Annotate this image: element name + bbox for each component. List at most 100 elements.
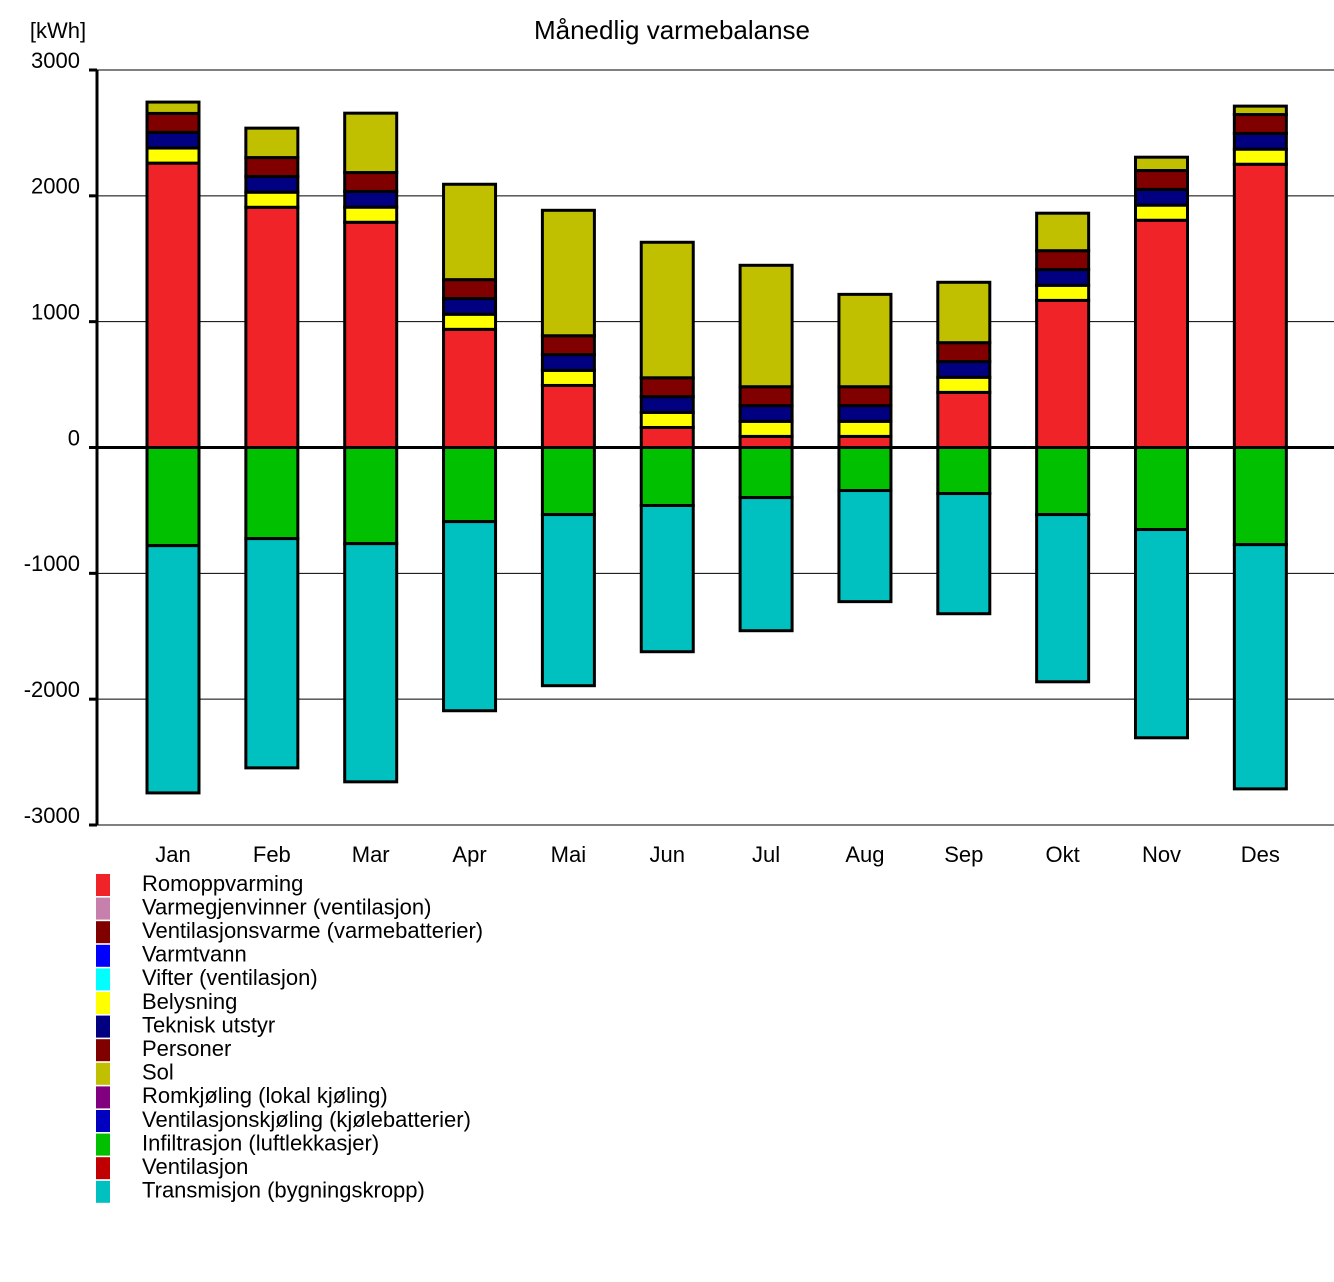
x-tick-label: Aug bbox=[845, 842, 884, 867]
bar-segment bbox=[442, 312, 498, 331]
legend-label: Romkjøling (lokal kjøling) bbox=[142, 1083, 388, 1108]
legend-label: Romoppvarming bbox=[142, 871, 303, 896]
bar-segment bbox=[936, 341, 992, 364]
x-tick-label: Nov bbox=[1142, 842, 1181, 867]
x-tick-label: Mai bbox=[551, 842, 586, 867]
legend-label: Teknisk utstyr bbox=[142, 1012, 275, 1037]
legend-label: Ventilasjon bbox=[142, 1154, 248, 1179]
bar-segment bbox=[837, 446, 893, 493]
legend-swatch bbox=[96, 921, 110, 944]
bar-segment bbox=[639, 240, 695, 380]
bar-segment bbox=[738, 496, 794, 633]
bar-segment bbox=[1134, 218, 1189, 449]
x-tick-label: Jul bbox=[752, 842, 780, 867]
y-tick-label: -2000 bbox=[24, 677, 80, 702]
bar-segment bbox=[540, 334, 596, 357]
bar-segment bbox=[837, 489, 893, 604]
bar-segment bbox=[936, 446, 992, 496]
bar-segment bbox=[1232, 147, 1288, 166]
bar-segment bbox=[738, 419, 794, 438]
bar-segment bbox=[837, 419, 893, 438]
bar-segment bbox=[343, 171, 399, 193]
bar-segment bbox=[442, 182, 498, 282]
bar-segment bbox=[1134, 528, 1189, 740]
legend-label: Varmegjenvinner (ventilasjon) bbox=[142, 894, 431, 919]
bar-segment bbox=[442, 520, 498, 713]
legend-label: Sol bbox=[142, 1060, 174, 1085]
bar-segment bbox=[244, 205, 300, 449]
legend-swatch bbox=[96, 1086, 110, 1109]
bar-segment bbox=[244, 537, 300, 770]
bar-segment bbox=[145, 130, 201, 150]
bar-segment bbox=[936, 360, 992, 379]
bar-segment bbox=[738, 434, 794, 449]
x-tick-label: Des bbox=[1241, 842, 1280, 867]
bar-segment bbox=[1035, 283, 1091, 302]
legend-label: Belysning bbox=[142, 989, 237, 1014]
bar-segment bbox=[936, 390, 992, 450]
y-tick-label: 0 bbox=[68, 425, 80, 450]
x-tick-label: Okt bbox=[1046, 842, 1080, 867]
bar-segment bbox=[1035, 513, 1091, 684]
legend-swatch bbox=[96, 1133, 110, 1156]
bar-segment bbox=[540, 353, 596, 372]
bar-segment bbox=[244, 446, 300, 541]
bar-segment bbox=[1035, 298, 1091, 450]
bar-segment bbox=[343, 205, 399, 224]
bar-segment bbox=[837, 292, 893, 389]
bar-segment bbox=[639, 376, 695, 399]
y-tick-label: 3000 bbox=[31, 48, 80, 73]
bar-segment bbox=[837, 404, 893, 423]
bar-segment bbox=[738, 446, 794, 500]
bar-segment bbox=[1134, 446, 1189, 532]
bar-segment bbox=[1232, 104, 1288, 117]
bar-segment bbox=[145, 100, 201, 115]
legend-label: Varmtvann bbox=[142, 942, 247, 967]
legend-label: Ventilasjonsvarme (varmebatterier) bbox=[142, 918, 483, 943]
bar-segment bbox=[244, 156, 300, 178]
bar-segment bbox=[442, 327, 498, 449]
bar-segment bbox=[244, 126, 300, 160]
bar-segment bbox=[442, 297, 498, 316]
bar-segment bbox=[145, 111, 201, 134]
legend-label: Infiltrasjon (luftlekkasjer) bbox=[142, 1130, 379, 1155]
chart-title: Månedlig varmebalanse bbox=[534, 15, 810, 45]
bar-segment bbox=[343, 446, 399, 546]
bar-segment bbox=[738, 263, 794, 389]
bar-segment bbox=[343, 542, 399, 784]
x-tick-label: Apr bbox=[452, 842, 486, 867]
bar-segment bbox=[145, 146, 201, 165]
bar-segment bbox=[1035, 268, 1091, 287]
bar-segment bbox=[343, 111, 399, 175]
bar-segment bbox=[145, 544, 201, 795]
bar-segment bbox=[540, 446, 596, 517]
bar-segment bbox=[1134, 169, 1189, 191]
bar-segment bbox=[442, 446, 498, 524]
legend-label: Ventilasjonskjøling (kjølebatterier) bbox=[142, 1107, 471, 1132]
bar-segment bbox=[442, 278, 498, 301]
y-tick-label: 1000 bbox=[31, 299, 80, 324]
legend-swatch bbox=[96, 944, 110, 967]
bar-segment bbox=[540, 383, 596, 450]
bar-segment bbox=[540, 513, 596, 688]
legend-swatch bbox=[96, 897, 110, 920]
x-tick-label: Mar bbox=[352, 842, 390, 867]
bar-segment bbox=[343, 189, 399, 209]
y-axis-label: [kWh] bbox=[30, 18, 86, 43]
x-tick-label: Jun bbox=[650, 842, 685, 867]
bar-segment bbox=[1035, 211, 1091, 253]
bar-segment bbox=[1134, 203, 1189, 222]
legend-label: Personer bbox=[142, 1036, 231, 1061]
bar-segment bbox=[639, 504, 695, 654]
bar-segment bbox=[1232, 446, 1288, 547]
bar-segment bbox=[1134, 187, 1189, 207]
bar-segment bbox=[244, 174, 300, 194]
legend-label: Transmisjon (bygningskropp) bbox=[142, 1178, 425, 1203]
bar-segment bbox=[145, 161, 201, 449]
bar-segment bbox=[1035, 249, 1091, 272]
y-tick-label: 2000 bbox=[31, 174, 80, 199]
bar-segment bbox=[1232, 131, 1288, 151]
legend-swatch bbox=[96, 1062, 110, 1085]
y-tick-label: -1000 bbox=[24, 551, 80, 576]
